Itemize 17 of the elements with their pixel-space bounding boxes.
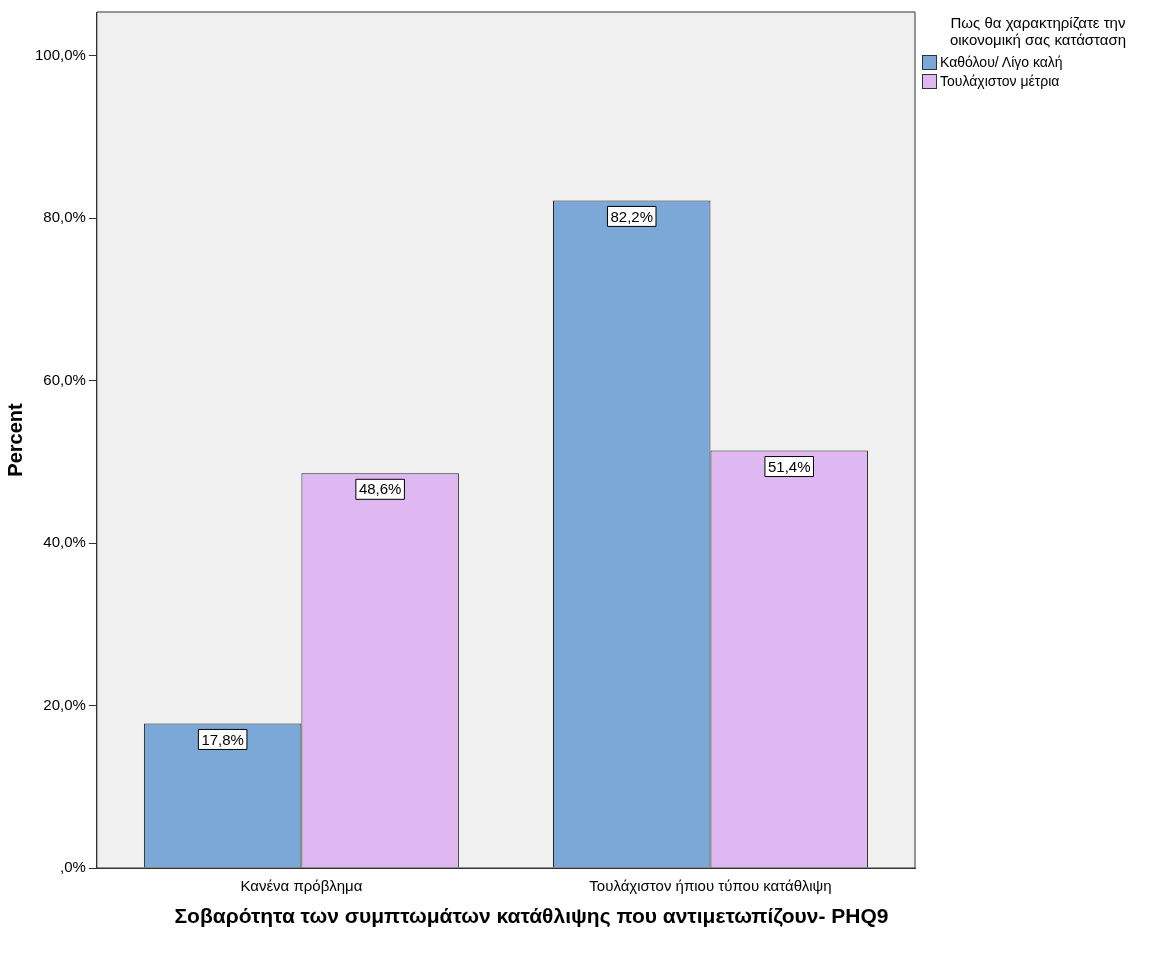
legend-label: Τουλάχιστον μέτρια <box>940 73 1060 89</box>
x-tick-label: Κανένα πρόβλημα <box>240 877 363 895</box>
y-tick-label: 100,0% <box>35 46 86 63</box>
y-axis-title: Percent <box>3 402 26 477</box>
data-label: 48,6% <box>358 480 402 498</box>
y-tick-label: 20,0% <box>43 695 86 713</box>
data-label: 51,4% <box>767 457 811 475</box>
legend-title: Πως θα χαρακτηρίζατε την οικονομική σας κατάσταση <box>948 14 1128 48</box>
y-tick-label: 80,0% <box>43 208 86 226</box>
data-label: 17,8% <box>201 730 244 748</box>
y-tick-label: 40,0% <box>43 533 86 551</box>
y-tick-label: 60,0% <box>43 370 86 388</box>
x-axis-title: Σοβαρότητα των συμπτωμάτων κατάθλιψης που αντιμετωπίζουν- PHQ9 <box>173 904 890 927</box>
x-tick-label: Τουλάχιστον ήπιου τύπου κατάθλιψη <box>589 877 832 895</box>
data-label: 82,2% <box>610 207 653 225</box>
legend-label: Καθόλου/ Λίγο καλή <box>940 54 1063 70</box>
y-tick-label: ,0% <box>60 858 86 876</box>
